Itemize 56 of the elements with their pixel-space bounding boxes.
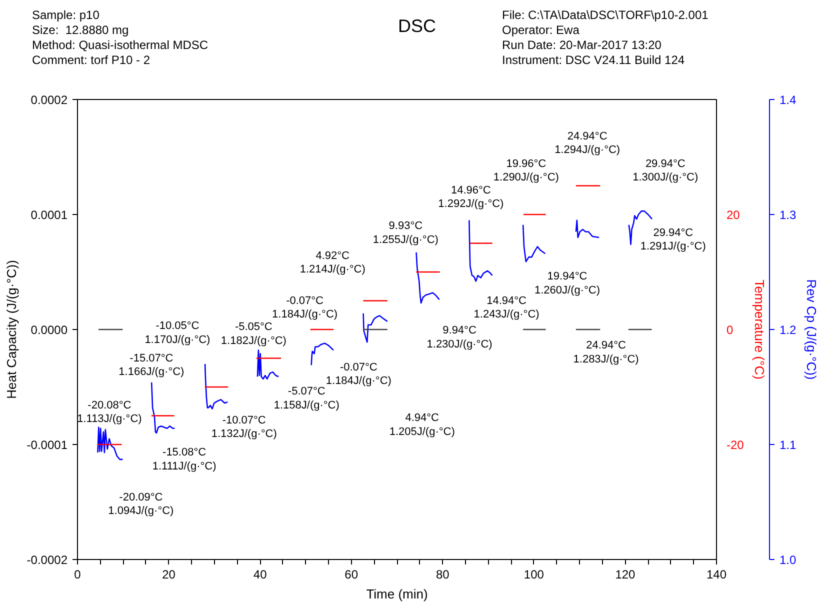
annotation: 29.94°C 1.291J/(g·°C) <box>640 226 706 253</box>
y-tick-label: 0.0002 <box>30 93 68 107</box>
text: Operator: Ewa <box>502 23 580 37</box>
annotation: 29.94°C 1.300J/(g·°C) <box>632 158 698 184</box>
y-tick-label: -0.0001 <box>26 438 68 452</box>
y-tick-label: -0.0002 <box>26 553 68 567</box>
y3-tick-label: 20 <box>726 208 740 222</box>
text: Size: 12.8880 mg <box>32 23 129 37</box>
y2-tick-label: 1.0 <box>780 553 797 567</box>
annotation: -10.07°C 1.132J/(g·°C) <box>211 414 277 440</box>
annotation: 4.94°C 1.205J/(g·°C) <box>389 412 455 438</box>
y3-axis-title: Temperature (°C) <box>752 280 767 380</box>
annotation: 19.96°C 1.290J/(g·°C) <box>493 158 559 184</box>
x-tick-label: 20 <box>162 568 176 582</box>
text: File: C:\TA\Data\DSC\TORF\p10-2.001 <box>502 8 708 22</box>
y2-tick-label: 1.2 <box>780 323 797 337</box>
y2-axis-title: Rev Cp (J/(g·°C)) <box>804 279 820 380</box>
chart-title: DSC <box>398 15 436 38</box>
x-tick-label: 40 <box>253 568 268 582</box>
annotation: -15.07°C 1.166J/(g·°C) <box>118 352 184 378</box>
x-tick-label: 100 <box>524 568 544 582</box>
y3-tick-label: 0 <box>726 323 734 337</box>
annotation: 14.94°C 1.243J/(g·°C) <box>474 294 540 321</box>
y-axis-title: Heat Capacity (J/(g·°C)) <box>4 260 19 399</box>
x-tick-label: 80 <box>436 568 450 582</box>
y2-tick-label: 1.1 <box>780 438 797 452</box>
text: Comment: torf P10 - 2 <box>32 53 150 67</box>
y2-tick-label: 1.3 <box>780 208 797 222</box>
annotation: -0.07°C 1.184J/(g·°C) <box>272 294 338 321</box>
annotation: -5.05°C 1.182J/(g·°C) <box>220 321 286 347</box>
annotation: 9.93°C 1.255J/(g·°C) <box>372 220 438 246</box>
x-axis-title: Time (min) <box>366 586 428 602</box>
annotation: -20.09°C 1.094J/(g·°C) <box>108 491 174 518</box>
y3-tick-label: -20 <box>726 438 744 452</box>
annotation: -0.07°C 1.184J/(g·°C) <box>326 361 392 388</box>
x-tick-label: 120 <box>615 568 636 582</box>
text: Instrument: DSC V24.11 Build 124 <box>502 53 685 67</box>
text: Run Date: 20-Mar-2017 13:20 <box>502 38 662 52</box>
annotation: 19.94°C 1.260J/(g·°C) <box>534 270 600 296</box>
annotation: -5.07°C 1.158J/(g·°C) <box>274 386 340 412</box>
annotation: -15.08°C 1.111J/(g·°C) <box>152 446 216 472</box>
annotation: 14.96°C 1.292J/(g·°C) <box>438 184 504 210</box>
annotation: -20.08°C 1.113J/(g·°C) <box>77 399 142 426</box>
text: Sample: p10 <box>32 8 100 22</box>
annotation: 4.92°C 1.214J/(g·°C) <box>300 250 366 276</box>
x-tick-label: 0 <box>74 568 82 582</box>
x-tick-label: 140 <box>706 568 727 582</box>
annotation: 24.94°C 1.283J/(g·°C) <box>573 340 639 366</box>
annotation: 9.94°C 1.230J/(g·°C) <box>426 324 492 350</box>
text: Method: Quasi-isothermal MDSC <box>32 38 208 52</box>
y-tick-label: 0.0000 <box>30 323 68 337</box>
annotation: -10.05°C 1.170J/(g·°C) <box>144 320 210 346</box>
y-tick-label: 0.0001 <box>30 208 68 222</box>
x-tick-label: 60 <box>344 568 358 582</box>
annotation: 24.94°C 1.294J/(g·°C) <box>554 130 620 156</box>
y2-tick-label: 1.4 <box>780 93 797 107</box>
